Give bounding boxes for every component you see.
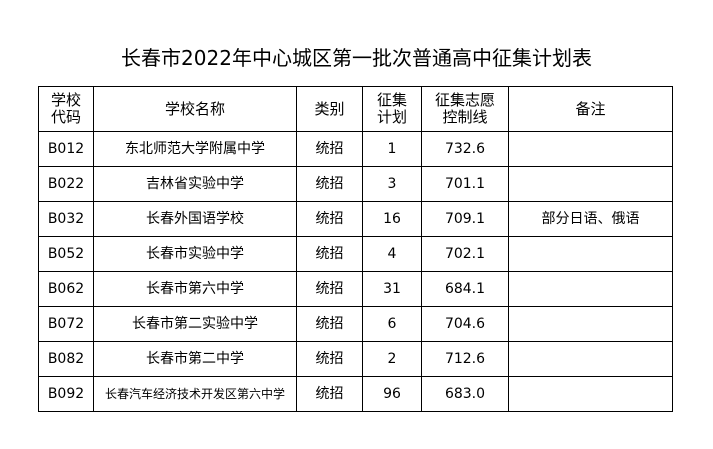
- cell-type: 统招: [296, 271, 363, 307]
- cell-note: [508, 271, 673, 307]
- header-name: 学校名称: [93, 86, 297, 132]
- header-plan-line2: 计划: [376, 108, 407, 126]
- header-score: 征集志愿 控制线: [421, 86, 509, 132]
- cell-note: [508, 131, 673, 167]
- header-score-line2: 控制线: [442, 108, 488, 126]
- cell-name: 长春汽车经济技术开发区第六中学: [93, 376, 297, 412]
- page-title: 长春市2022年中心城区第一批次普通高中征集计划表: [121, 46, 592, 70]
- header-plan: 征集 计划: [362, 86, 422, 132]
- cell-name: 东北师范大学附属中学: [93, 131, 297, 167]
- header-row: 学校 代码 学校名称 类别 征集 计划 征集志愿 控制线 备注: [38, 86, 673, 132]
- cell-name: 长春市第二实验中学: [93, 306, 297, 342]
- header-type: 类别: [296, 86, 363, 132]
- cell-score: 732.6: [421, 131, 509, 167]
- cell-type: 统招: [296, 236, 363, 272]
- table-row: B072 长春市第二实验中学 统招 6 704.6: [38, 306, 673, 342]
- cell-note: [508, 236, 673, 272]
- cell-name: 吉林省实验中学: [93, 166, 297, 202]
- cell-code: B072: [38, 306, 94, 342]
- cell-note: 部分日语、俄语: [508, 201, 673, 237]
- cell-code: B022: [38, 166, 94, 202]
- table-row: B052 长春市实验中学 统招 4 702.1: [38, 236, 673, 272]
- cell-name: 长春市第二中学: [93, 341, 297, 377]
- cell-type: 统招: [296, 201, 363, 237]
- table-row: B022 吉林省实验中学 统招 3 701.1: [38, 166, 673, 202]
- cell-type: 统招: [296, 376, 363, 412]
- cell-name: 长春市实验中学: [93, 236, 297, 272]
- cell-plan: 16: [362, 201, 422, 237]
- cell-score: 683.0: [421, 376, 509, 412]
- table-row: B092 长春汽车经济技术开发区第六中学 统招 96 683.0: [38, 376, 673, 412]
- header-code-line1: 学校: [50, 91, 81, 109]
- cell-score: 701.1: [421, 166, 509, 202]
- header-note: 备注: [508, 86, 673, 132]
- cell-code: B052: [38, 236, 94, 272]
- cell-score: 709.1: [421, 201, 509, 237]
- cell-name: 长春市第六中学: [93, 271, 297, 307]
- cell-score: 684.1: [421, 271, 509, 307]
- cell-plan: 96: [362, 376, 422, 412]
- cell-note: [508, 376, 673, 412]
- cell-code: B032: [38, 201, 94, 237]
- table-row: B082 长春市第二中学 统招 2 712.6: [38, 341, 673, 377]
- cell-type: 统招: [296, 341, 363, 377]
- cell-code: B092: [38, 376, 94, 412]
- cell-plan: 1: [362, 131, 422, 167]
- cell-code: B082: [38, 341, 94, 377]
- cell-type: 统招: [296, 131, 363, 167]
- cell-type: 统招: [296, 166, 363, 202]
- table-row: B032 长春外国语学校 统招 16 709.1 部分日语、俄语: [38, 201, 673, 237]
- header-score-line1: 征集志愿: [434, 91, 495, 109]
- cell-code: B062: [38, 271, 94, 307]
- cell-plan: 2: [362, 341, 422, 377]
- cell-plan: 6: [362, 306, 422, 342]
- recruitment-table: 学校 代码 学校名称 类别 征集 计划 征集志愿 控制线 备注 B012 东北师范大学附…: [38, 86, 673, 412]
- cell-plan: 31: [362, 271, 422, 307]
- cell-score: 704.6: [421, 306, 509, 342]
- cell-plan: 4: [362, 236, 422, 272]
- header-plan-line1: 征集: [376, 91, 407, 109]
- cell-score: 712.6: [421, 341, 509, 377]
- table-row: B062 长春市第六中学 统招 31 684.1: [38, 271, 673, 307]
- header-code: 学校 代码: [38, 86, 94, 132]
- cell-code: B012: [38, 131, 94, 167]
- cell-type: 统招: [296, 306, 363, 342]
- header-code-line2: 代码: [50, 108, 81, 126]
- cell-score: 702.1: [421, 236, 509, 272]
- table-row: B012 东北师范大学附属中学 统招 1 732.6: [38, 131, 673, 167]
- cell-note: [508, 166, 673, 202]
- cell-plan: 3: [362, 166, 422, 202]
- cell-note: [508, 306, 673, 342]
- cell-note: [508, 341, 673, 377]
- cell-name: 长春外国语学校: [93, 201, 297, 237]
